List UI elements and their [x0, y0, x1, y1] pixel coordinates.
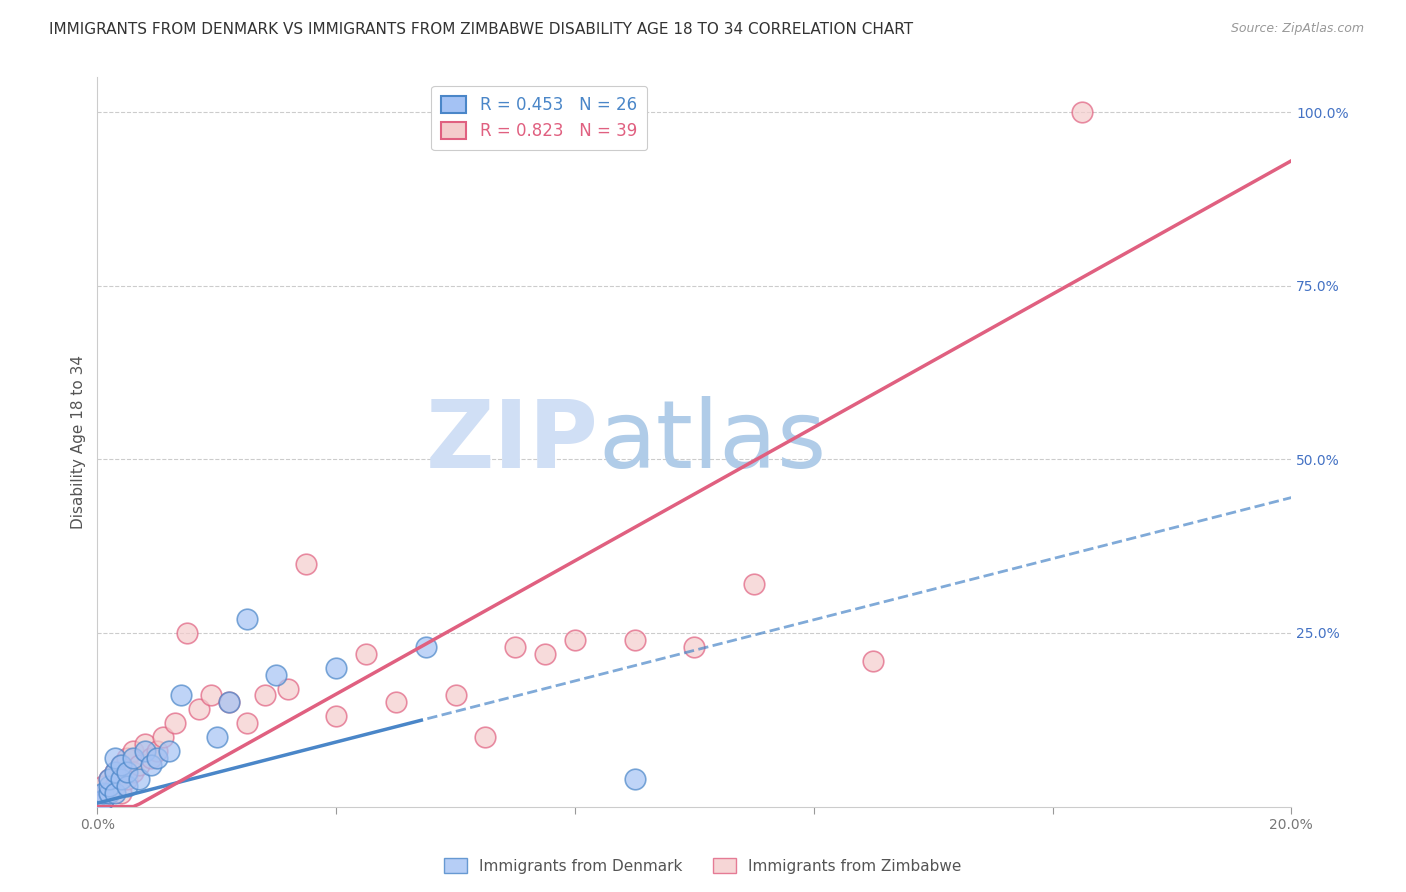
Point	[187, 702, 209, 716]
Point	[104, 764, 127, 779]
Point	[385, 695, 408, 709]
Point	[122, 764, 145, 779]
Point	[862, 654, 884, 668]
Text: IMMIGRANTS FROM DENMARK VS IMMIGRANTS FROM ZIMBABWE DISABILITY AGE 18 TO 34 CORR: IMMIGRANTS FROM DENMARK VS IMMIGRANTS FR…	[49, 22, 914, 37]
Point	[200, 689, 222, 703]
Point	[152, 730, 174, 744]
Point	[122, 744, 145, 758]
Point	[266, 667, 288, 681]
Point	[163, 716, 186, 731]
Point	[98, 772, 121, 786]
Point	[91, 779, 114, 793]
Point	[128, 758, 150, 772]
Point	[128, 772, 150, 786]
Point	[110, 758, 132, 772]
Point	[122, 751, 145, 765]
Point	[295, 557, 318, 571]
Point	[104, 786, 127, 800]
Point	[235, 612, 257, 626]
Point	[325, 661, 347, 675]
Point	[98, 772, 121, 786]
Point	[146, 751, 169, 765]
Legend: Immigrants from Denmark, Immigrants from Zimbabwe: Immigrants from Denmark, Immigrants from…	[439, 852, 967, 880]
Point	[98, 786, 121, 800]
Point	[325, 709, 347, 723]
Point	[115, 764, 138, 779]
Point	[1071, 105, 1094, 120]
Point	[110, 786, 132, 800]
Point	[110, 772, 132, 786]
Point	[110, 758, 132, 772]
Point	[91, 792, 114, 806]
Point	[115, 751, 138, 765]
Point	[176, 626, 198, 640]
Point	[277, 681, 299, 696]
Point	[623, 632, 645, 647]
Point	[139, 751, 162, 765]
Point	[683, 640, 706, 654]
Y-axis label: Disability Age 18 to 34: Disability Age 18 to 34	[72, 355, 86, 529]
Point	[623, 772, 645, 786]
Text: ZIP: ZIP	[426, 396, 599, 488]
Point	[146, 744, 169, 758]
Point	[91, 786, 114, 800]
Point	[104, 751, 127, 765]
Point	[218, 695, 240, 709]
Point	[253, 689, 276, 703]
Point	[104, 764, 127, 779]
Text: atlas: atlas	[599, 396, 827, 488]
Point	[534, 647, 557, 661]
Point	[157, 744, 180, 758]
Point	[444, 689, 467, 703]
Legend: R = 0.453   N = 26, R = 0.823   N = 39: R = 0.453 N = 26, R = 0.823 N = 39	[432, 86, 647, 151]
Point	[115, 772, 138, 786]
Point	[354, 647, 377, 661]
Point	[170, 689, 193, 703]
Point	[742, 577, 765, 591]
Text: Source: ZipAtlas.com: Source: ZipAtlas.com	[1230, 22, 1364, 36]
Point	[115, 779, 138, 793]
Point	[104, 779, 127, 793]
Point	[98, 786, 121, 800]
Point	[235, 716, 257, 731]
Point	[205, 730, 228, 744]
Point	[218, 695, 240, 709]
Point	[134, 744, 156, 758]
Point	[91, 792, 114, 806]
Point	[98, 779, 121, 793]
Point	[474, 730, 496, 744]
Point	[503, 640, 526, 654]
Point	[415, 640, 437, 654]
Point	[564, 632, 586, 647]
Point	[134, 737, 156, 751]
Point	[139, 758, 162, 772]
